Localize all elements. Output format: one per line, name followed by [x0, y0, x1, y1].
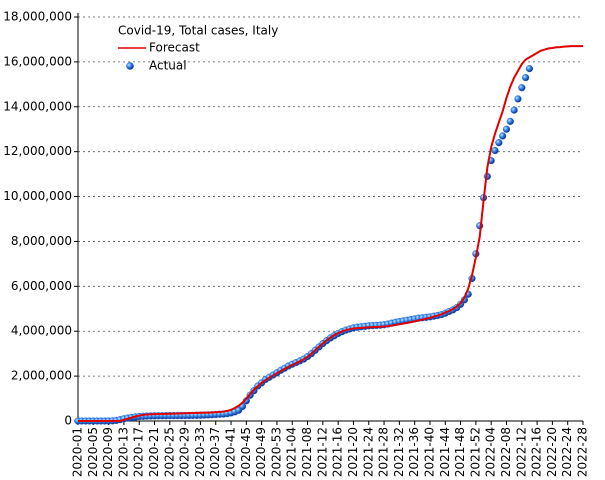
- grid: 0 2,000,000 4,000,000 6,000,000 8,000,000 10,…: [3, 10, 589, 478]
- x-tick-label: 2020-53: [269, 427, 283, 477]
- chart-title: Covid-19, Total cases, Italy: [118, 24, 278, 38]
- x-tick-label: 2020-45: [239, 427, 253, 477]
- x-tick-label: 2020-13: [116, 427, 130, 477]
- x-tick-label: 2021-40: [422, 427, 436, 477]
- x-tick-label: 2021-16: [331, 427, 345, 477]
- x-tick-label: 2021-12: [315, 427, 329, 477]
- x-tick-label: 2020-25: [162, 427, 176, 477]
- x-tick-label: 2020-05: [86, 427, 100, 477]
- x-tick-label: 2020-21: [147, 427, 161, 477]
- actual-point: [495, 139, 503, 147]
- x-tick-label: 2020-17: [132, 427, 146, 477]
- y-tick-label: 10,000,000: [3, 189, 72, 203]
- legend-swatch: [126, 62, 134, 70]
- x-tick-label: 2020-29: [178, 427, 192, 477]
- actual-point: [514, 95, 522, 103]
- x-tick-label: 2021-52: [468, 427, 482, 477]
- x-tick-label: 2022-20: [545, 427, 559, 477]
- legend-label: Actual: [149, 59, 187, 73]
- x-tick-label: 2021-44: [438, 427, 452, 477]
- x-tick-label: 2020-33: [193, 427, 207, 477]
- x-tick-label: 2020-09: [101, 427, 115, 477]
- y-tick-label: 8,000,000: [11, 234, 72, 248]
- x-tick-label: 2021-32: [392, 427, 406, 477]
- x-tick-label: 2022-16: [530, 427, 544, 477]
- x-tick-label: 2021-24: [361, 427, 375, 477]
- x-tick-label: 2022-24: [560, 427, 574, 477]
- y-tick-label: 18,000,000: [3, 10, 72, 24]
- x-tick-label: 2021-28: [377, 427, 391, 477]
- x-tick-label: 2022-28: [576, 427, 590, 477]
- y-tick-label: 2,000,000: [11, 369, 72, 383]
- actual-point: [491, 146, 499, 155]
- y-tick-label: 12,000,000: [3, 144, 72, 158]
- x-tick-label: 2020-49: [254, 427, 268, 477]
- legend: Covid-19, Total cases, Italy Forecast Act…: [118, 24, 278, 73]
- actual-point: [522, 73, 530, 82]
- forecast-line: [78, 45, 583, 422]
- x-tick-label: 2022-04: [484, 427, 498, 477]
- x-tick-label: 2021-08: [300, 427, 314, 477]
- actual-point: [502, 125, 511, 133]
- x-tick-label: 2022-08: [499, 427, 513, 477]
- actual-point: [506, 117, 514, 125]
- actual-point: [525, 65, 534, 73]
- actual-point: [518, 84, 526, 92]
- x-tick-label: 2022-12: [514, 427, 528, 477]
- y-tick-label: 6,000,000: [11, 279, 72, 293]
- x-tick-label: 2020-41: [224, 427, 238, 477]
- x-tick-label: 2021-48: [453, 427, 467, 477]
- y-tick-label: 14,000,000: [3, 99, 72, 113]
- plot: [74, 45, 583, 425]
- y-tick-label: 16,000,000: [3, 54, 72, 68]
- actual-point: [499, 132, 507, 140]
- y-tick-label: 4,000,000: [11, 324, 72, 338]
- x-tick-label: 2021-20: [346, 427, 360, 477]
- x-tick-label: 2021-36: [407, 427, 421, 477]
- x-tick-label: 2021-04: [285, 427, 299, 477]
- y-tick-label: 0: [64, 414, 72, 428]
- x-tick-label: 2020-37: [208, 427, 222, 477]
- x-tick-label: 2020-01: [71, 427, 85, 477]
- legend-label: Forecast: [149, 41, 200, 55]
- actual-point: [510, 106, 518, 114]
